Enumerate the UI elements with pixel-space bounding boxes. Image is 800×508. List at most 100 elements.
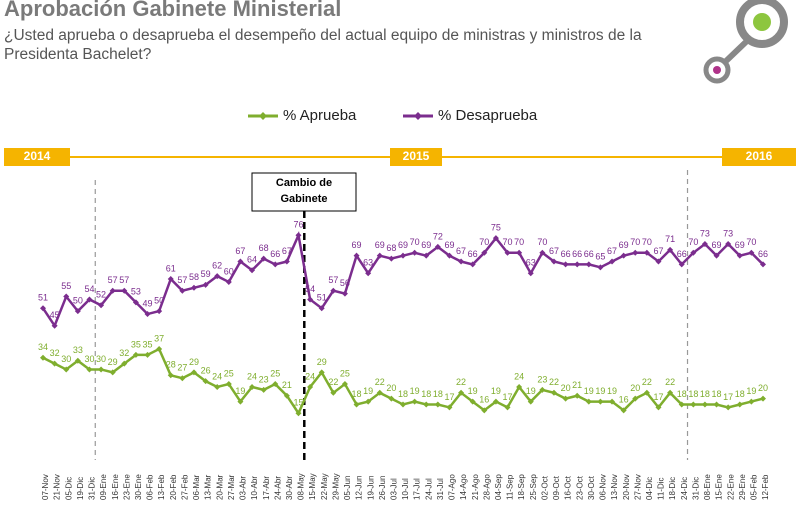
data-label: 69 (619, 240, 629, 250)
data-label: 70 (410, 237, 420, 247)
data-label: 35 (143, 339, 153, 349)
point (132, 299, 139, 306)
data-label: 18 (712, 389, 722, 399)
point (632, 249, 639, 256)
x-tick-label: 17-Jul (413, 478, 422, 500)
x-tick-label: 15-Ene (715, 474, 724, 500)
data-label: 30 (61, 354, 71, 364)
point (643, 249, 650, 256)
point (516, 249, 523, 256)
data-label: 70 (642, 237, 652, 247)
data-label: 45 (50, 310, 60, 320)
data-label: 67 (456, 246, 466, 256)
point (121, 287, 128, 294)
x-tick-label: 09-Ene (99, 474, 108, 500)
data-label: 50 (73, 295, 83, 305)
data-label: 52 (96, 290, 106, 300)
point (597, 264, 604, 271)
annotation-wrap: Cambio de Gabinete (276, 177, 332, 205)
point (411, 249, 418, 256)
data-label: 18 (677, 389, 687, 399)
data-label: 24 (305, 371, 315, 381)
x-tick-label: 19-Dic (76, 477, 85, 500)
data-label: 67 (653, 246, 663, 256)
point (597, 398, 604, 405)
data-label: 69 (352, 240, 362, 250)
point (341, 381, 348, 388)
data-label: 18 (735, 389, 745, 399)
point (446, 404, 453, 411)
point (748, 249, 755, 256)
x-tick-label: 11-Dic (657, 477, 666, 500)
data-label: 66 (561, 249, 571, 259)
point (249, 383, 256, 390)
point (98, 366, 105, 373)
data-label: 65 (595, 252, 605, 262)
x-tick-label: 04-Dic (645, 477, 654, 500)
data-label: 57 (177, 275, 187, 285)
chart-subtitle: ¿Usted aprueba o desaprueba el desempeño… (4, 27, 642, 63)
data-label: 68 (259, 243, 269, 253)
data-label: 64 (247, 255, 257, 265)
data-label: 19 (607, 386, 617, 396)
data-label: 26 (201, 366, 211, 376)
data-label: 19 (491, 386, 501, 396)
x-tick-label: 30-Oct (587, 475, 596, 500)
x-tick-label: 13-Mar (204, 474, 213, 500)
point (609, 258, 616, 265)
annotation-box (251, 172, 357, 212)
point (40, 354, 46, 361)
point (725, 404, 732, 411)
data-label: 20 (386, 383, 396, 393)
point (330, 287, 337, 294)
data-label: 67 (282, 246, 292, 256)
x-tick-label: 28-Ago (482, 474, 491, 500)
x-tick-label: 24-Abr (273, 476, 282, 500)
data-label: 23 (537, 374, 547, 384)
data-label: 53 (131, 287, 141, 297)
data-label: 19 (746, 386, 756, 396)
x-tick-label: 27-Mar (227, 474, 236, 500)
point (539, 249, 546, 256)
point (458, 389, 465, 396)
point (86, 366, 93, 373)
point (237, 398, 244, 405)
data-label: 30 (84, 354, 94, 364)
point (109, 287, 116, 294)
x-tick-label: 16-Oct (564, 475, 573, 500)
point (400, 401, 406, 408)
point (260, 386, 267, 393)
data-label: 61 (166, 263, 176, 273)
data-label: 69 (375, 240, 385, 250)
year-box (722, 148, 796, 166)
point (179, 287, 186, 294)
data-label: 57 (328, 275, 338, 285)
point (690, 401, 697, 408)
point (225, 381, 232, 388)
chart-title: Aprobación Gabinete Ministerial (4, 0, 341, 21)
point (585, 261, 592, 268)
point (725, 241, 732, 248)
data-label: 66 (584, 249, 594, 259)
data-label: 22 (665, 377, 675, 387)
x-tick-label: 23-Ene (122, 474, 131, 500)
data-label: 19 (235, 386, 245, 396)
point (423, 252, 430, 259)
logo (703, 0, 788, 84)
data-label: 63 (526, 258, 536, 268)
point (283, 392, 290, 399)
data-label: 57 (119, 275, 129, 285)
x-tick-label: 29-Ene (738, 474, 747, 500)
point (388, 255, 395, 262)
year-label: 2014 (24, 149, 51, 163)
point (655, 258, 662, 265)
point (144, 311, 151, 318)
point (225, 278, 232, 285)
legend-marker (259, 112, 267, 120)
point (190, 369, 197, 376)
point (748, 398, 755, 405)
x-tick-label: 24-Jul (424, 478, 433, 500)
x-tick-label: 15-May (308, 473, 317, 500)
point (632, 395, 639, 402)
